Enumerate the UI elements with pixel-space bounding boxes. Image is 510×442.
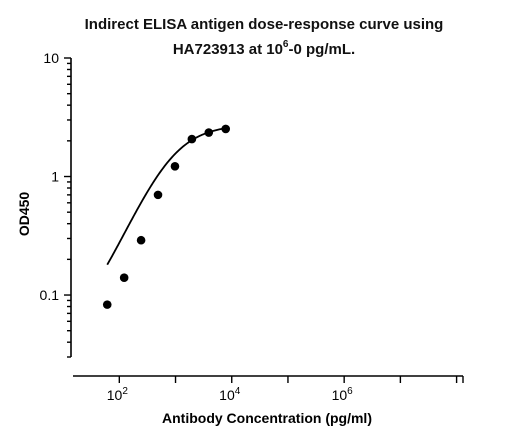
chart-title-line2: HA723913 at 106-0 pg/mL. [173, 39, 355, 58]
x-tick-label: 104 [219, 386, 241, 403]
x-axis-label: Antibody Concentration (pg/ml) [162, 410, 372, 426]
data-point [153, 190, 163, 200]
x-tick-label: 102 [107, 386, 129, 403]
y-axis-label: OD450 [16, 192, 32, 237]
plot-area [102, 124, 231, 309]
fit-curve [106, 127, 226, 266]
y-axis: 0.1 1 10 [40, 50, 72, 358]
y-tick-label: 1 [51, 169, 59, 185]
chart-title-line2-suffix: -0 pg/mL. [288, 41, 355, 58]
chart-title-line2-prefix: HA723913 at 10 [173, 41, 283, 58]
data-point [204, 128, 214, 137]
chart-title-line1: Indirect ELISA antigen dose-response cur… [85, 16, 444, 33]
data-point [221, 124, 231, 134]
data-point [187, 134, 197, 144]
data-point [136, 235, 146, 245]
y-tick-label: 10 [43, 50, 59, 66]
chart-title-line2-superscript: 6 [283, 39, 289, 50]
x-tick-label: 106 [332, 386, 354, 403]
data-point [102, 300, 112, 309]
x-axis: 102 104 106 [73, 375, 464, 403]
data-point [119, 273, 129, 283]
data-point [170, 161, 180, 171]
y-tick-label: 0.1 [40, 287, 60, 303]
